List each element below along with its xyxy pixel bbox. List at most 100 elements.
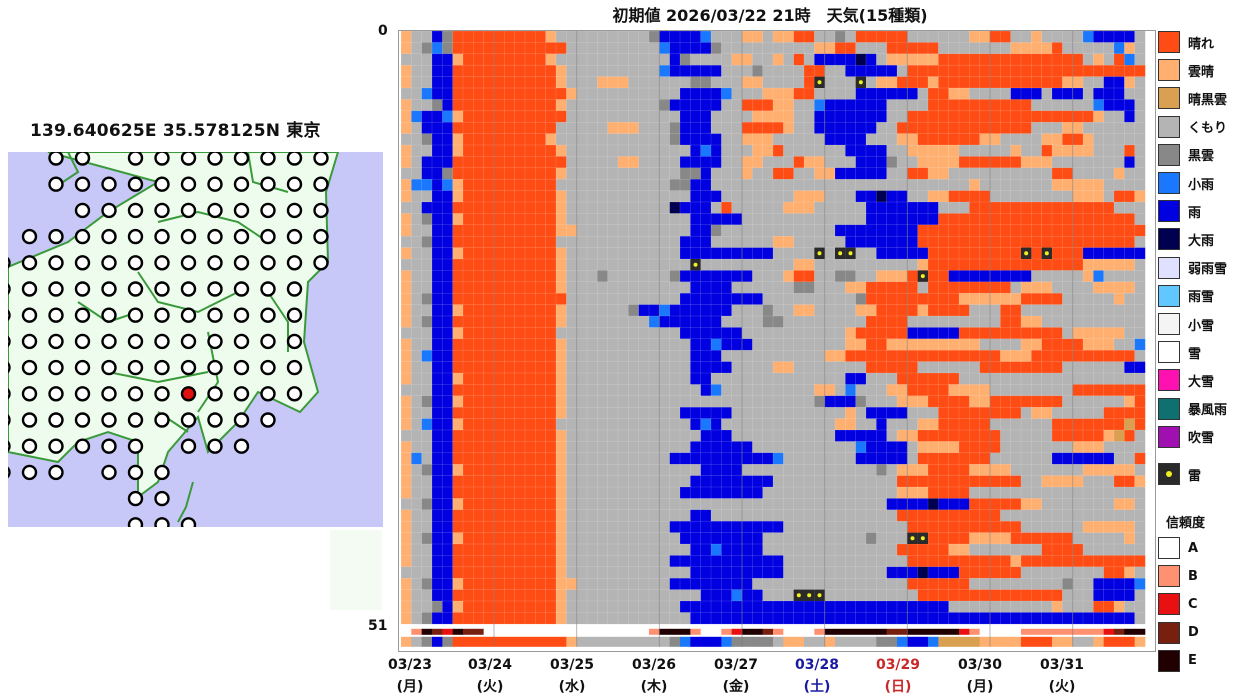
grid-point[interactable] <box>233 228 250 245</box>
grid-point[interactable] <box>207 333 223 350</box>
grid-point[interactable] <box>48 176 64 192</box>
grid-point[interactable] <box>286 152 303 166</box>
grid-point[interactable] <box>101 307 117 323</box>
grid-point[interactable] <box>48 255 64 271</box>
grid-point[interactable] <box>154 202 170 219</box>
grid-point[interactable] <box>233 307 250 323</box>
grid-point[interactable] <box>101 333 117 350</box>
grid-point[interactable] <box>207 386 223 402</box>
grid-point[interactable] <box>74 176 91 192</box>
grid-point[interactable] <box>48 386 64 402</box>
grid-point[interactable] <box>154 464 170 481</box>
grid-point[interactable] <box>74 359 91 376</box>
grid-point[interactable] <box>48 281 64 297</box>
grid-point[interactable] <box>101 176 117 192</box>
grid-point[interactable] <box>74 438 91 454</box>
grid-point[interactable] <box>180 202 197 219</box>
grid-point[interactable] <box>127 412 144 428</box>
grid-point[interactable] <box>154 386 170 402</box>
grid-point[interactable] <box>313 152 329 166</box>
grid-point[interactable] <box>21 464 38 481</box>
grid-point[interactable] <box>180 255 197 271</box>
grid-point[interactable] <box>48 412 64 428</box>
grid-point[interactable] <box>286 307 303 323</box>
grid-point[interactable] <box>101 386 117 402</box>
grid-point[interactable] <box>21 228 38 245</box>
grid-point[interactable] <box>260 152 276 166</box>
grid-point[interactable] <box>207 176 223 192</box>
grid-point[interactable] <box>154 490 170 507</box>
grid-point[interactable] <box>48 464 64 481</box>
grid-point[interactable] <box>74 202 91 219</box>
grid-point[interactable] <box>313 202 329 219</box>
grid-point[interactable] <box>260 307 276 323</box>
grid-point[interactable] <box>48 333 64 350</box>
grid-point[interactable] <box>21 412 38 428</box>
grid-point[interactable] <box>48 307 64 323</box>
grid-point[interactable] <box>127 255 144 271</box>
grid-point[interactable] <box>127 152 144 166</box>
grid-point[interactable] <box>8 361 11 374</box>
grid-point[interactable] <box>207 281 223 297</box>
grid-point[interactable] <box>8 256 11 269</box>
grid-point[interactable] <box>286 281 303 297</box>
grid-point[interactable] <box>8 414 11 427</box>
grid-point[interactable] <box>8 283 11 296</box>
grid-point[interactable] <box>207 412 223 428</box>
grid-point[interactable] <box>286 255 303 271</box>
grid-point[interactable] <box>260 255 276 271</box>
grid-point[interactable] <box>207 438 223 454</box>
grid-point[interactable] <box>260 281 276 297</box>
grid-point[interactable] <box>8 440 11 453</box>
grid-point[interactable] <box>233 359 250 376</box>
grid-point[interactable] <box>180 176 197 192</box>
grid-point[interactable] <box>127 464 144 481</box>
grid-point[interactable] <box>127 359 144 376</box>
grid-point[interactable] <box>233 152 250 166</box>
grid-point[interactable] <box>127 176 144 192</box>
grid-point[interactable] <box>260 202 276 219</box>
grid-point[interactable] <box>74 228 91 245</box>
grid-point[interactable] <box>207 202 223 219</box>
grid-point[interactable] <box>154 333 170 350</box>
grid-point[interactable] <box>233 412 250 428</box>
grid-point[interactable] <box>286 359 303 376</box>
grid-point[interactable] <box>233 333 250 350</box>
grid-point[interactable] <box>127 307 144 323</box>
grid-point[interactable] <box>154 152 170 166</box>
selected-grid-point[interactable] <box>180 386 197 402</box>
grid-point[interactable] <box>233 281 250 297</box>
grid-point[interactable] <box>8 309 11 322</box>
grid-point[interactable] <box>154 255 170 271</box>
grid-point[interactable] <box>180 438 197 454</box>
grid-point[interactable] <box>207 255 223 271</box>
grid-point[interactable] <box>21 255 38 271</box>
grid-point[interactable] <box>207 228 223 245</box>
grid-point[interactable] <box>233 176 250 192</box>
grid-point[interactable] <box>21 281 38 297</box>
grid-point[interactable] <box>127 281 144 297</box>
grid-point[interactable] <box>180 152 197 166</box>
grid-point[interactable] <box>180 412 197 428</box>
grid-point[interactable] <box>313 255 329 271</box>
grid-point[interactable] <box>21 307 38 323</box>
grid-point[interactable] <box>101 464 117 481</box>
grid-point[interactable] <box>48 438 64 454</box>
grid-point[interactable] <box>74 386 91 402</box>
grid-point[interactable] <box>74 152 91 166</box>
map-canvas[interactable] <box>8 152 383 527</box>
grid-point[interactable] <box>127 438 144 454</box>
grid-point[interactable] <box>127 228 144 245</box>
grid-point[interactable] <box>101 281 117 297</box>
grid-point[interactable] <box>180 333 197 350</box>
grid-point[interactable] <box>260 412 276 428</box>
grid-point[interactable] <box>154 281 170 297</box>
grid-point[interactable] <box>260 386 276 402</box>
grid-point[interactable] <box>260 176 276 192</box>
grid-point-map[interactable] <box>8 152 383 527</box>
grid-point[interactable] <box>8 335 11 348</box>
grid-point[interactable] <box>286 176 303 192</box>
grid-point[interactable] <box>180 517 197 527</box>
grid-point[interactable] <box>180 228 197 245</box>
grid-point[interactable] <box>260 359 276 376</box>
